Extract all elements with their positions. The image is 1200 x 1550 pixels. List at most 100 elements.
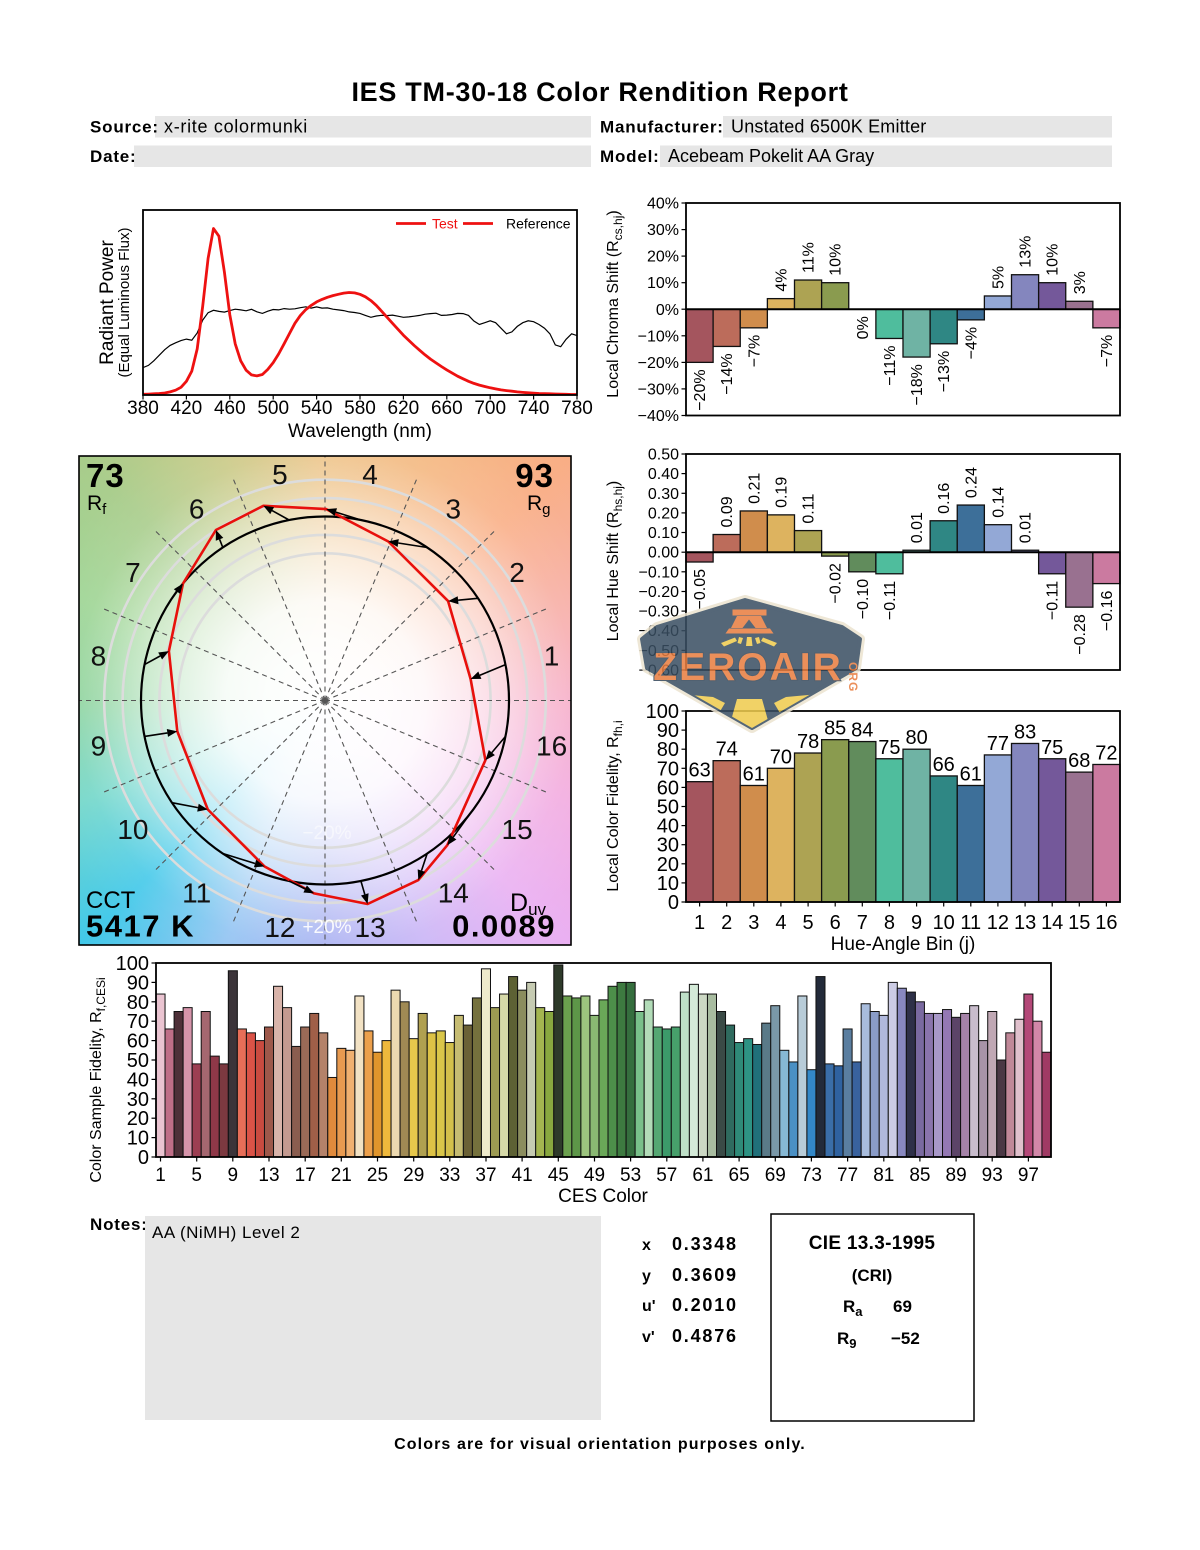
svg-text:v': v' <box>642 1329 655 1346</box>
svg-text:70: 70 <box>127 1011 149 1033</box>
svg-text:16: 16 <box>1095 912 1117 934</box>
svg-text:66: 66 <box>933 754 955 776</box>
svg-text:10%: 10% <box>647 275 679 292</box>
svg-text:10%: 10% <box>1045 244 1062 276</box>
svg-text:73: 73 <box>801 1165 822 1186</box>
svg-text:57: 57 <box>656 1165 677 1186</box>
svg-text:4: 4 <box>775 912 786 934</box>
svg-text:61: 61 <box>692 1165 713 1186</box>
svg-text:8: 8 <box>884 912 895 934</box>
svg-text:9: 9 <box>91 731 107 762</box>
svg-text:580: 580 <box>344 398 376 419</box>
svg-text:17: 17 <box>295 1165 316 1186</box>
svg-text:77: 77 <box>837 1165 858 1186</box>
svg-text:0%: 0% <box>855 316 872 339</box>
svg-text:0.3609: 0.3609 <box>672 1265 738 1285</box>
svg-text:−0.05: −0.05 <box>692 569 709 610</box>
svg-text:540: 540 <box>301 398 333 419</box>
svg-text:ORG: ORG <box>846 662 860 692</box>
svg-text:5: 5 <box>191 1165 202 1186</box>
svg-text:80: 80 <box>905 727 927 749</box>
svg-text:85: 85 <box>824 718 846 740</box>
svg-text:68: 68 <box>1068 750 1090 772</box>
svg-text:380: 380 <box>127 398 159 419</box>
svg-text:65: 65 <box>729 1165 750 1186</box>
svg-text:y: y <box>642 1268 651 1285</box>
svg-text:1: 1 <box>544 640 560 671</box>
svg-text:21: 21 <box>331 1165 352 1186</box>
svg-text:3: 3 <box>748 912 759 934</box>
svg-text:16: 16 <box>536 731 567 762</box>
svg-text:50: 50 <box>127 1050 149 1072</box>
svg-text:5%: 5% <box>990 266 1007 289</box>
svg-text:3: 3 <box>446 493 462 524</box>
svg-text:Reference: Reference <box>506 216 571 232</box>
svg-text:Manufacturer:: Manufacturer: <box>600 118 724 137</box>
svg-text:0.30: 0.30 <box>648 486 679 503</box>
svg-text:−7%: −7% <box>746 335 763 367</box>
svg-text:−7%: −7% <box>1099 335 1116 367</box>
svg-text:Source:: Source: <box>90 118 159 137</box>
svg-text:Local Color Fidelity, Rfh,i: Local Color Fidelity, Rfh,i <box>605 720 625 891</box>
svg-text:53: 53 <box>620 1165 641 1186</box>
svg-text:0.01: 0.01 <box>909 512 926 543</box>
svg-text:−0.10: −0.10 <box>855 579 872 620</box>
svg-text:33: 33 <box>439 1165 460 1186</box>
svg-text:40: 40 <box>657 816 679 838</box>
svg-text:u': u' <box>642 1298 656 1315</box>
svg-text:60: 60 <box>127 1031 149 1053</box>
svg-text:CIE 13.3-1995: CIE 13.3-1995 <box>809 1233 936 1254</box>
svg-text:0.40: 0.40 <box>648 466 679 483</box>
svg-text:11%: 11% <box>801 242 818 273</box>
svg-text:−13%: −13% <box>936 351 953 392</box>
svg-text:460: 460 <box>214 398 246 419</box>
svg-text:15: 15 <box>1068 912 1090 934</box>
svg-text:Notes:: Notes: <box>90 1215 148 1234</box>
svg-text:2: 2 <box>509 557 525 588</box>
svg-text:70: 70 <box>657 758 679 780</box>
svg-text:20%: 20% <box>647 249 679 266</box>
svg-text:83: 83 <box>1014 722 1036 744</box>
svg-text:5: 5 <box>272 459 288 490</box>
svg-text:72: 72 <box>1095 743 1117 765</box>
svg-text:9: 9 <box>228 1165 239 1186</box>
svg-text:0.3348: 0.3348 <box>672 1234 738 1254</box>
svg-text:4: 4 <box>362 459 378 490</box>
svg-text:−0.11: −0.11 <box>882 581 899 620</box>
svg-text:14: 14 <box>438 878 469 909</box>
svg-text:30: 30 <box>127 1089 149 1111</box>
svg-text:0.09: 0.09 <box>719 496 736 527</box>
svg-text:740: 740 <box>518 398 550 419</box>
svg-text:CES Color: CES Color <box>558 1186 648 1207</box>
svg-text:Rg: Rg <box>527 492 551 518</box>
svg-text:−20%: −20% <box>692 369 709 410</box>
svg-text:100: 100 <box>646 701 679 723</box>
svg-text:78: 78 <box>797 731 819 753</box>
svg-text:30: 30 <box>657 835 679 857</box>
svg-text:74: 74 <box>716 739 738 761</box>
svg-text:80: 80 <box>127 992 149 1014</box>
svg-text:Local Hue Shift (Rhs,hj): Local Hue Shift (Rhs,hj) <box>605 481 625 642</box>
svg-text:49: 49 <box>584 1165 605 1186</box>
svg-text:11: 11 <box>182 878 211 909</box>
svg-text:61: 61 <box>743 764 765 786</box>
svg-text:−4%: −4% <box>963 327 980 359</box>
svg-text:5417 K: 5417 K <box>86 909 195 944</box>
svg-text:Date:: Date: <box>90 147 137 166</box>
svg-text:12: 12 <box>264 912 295 943</box>
svg-text:0: 0 <box>668 892 679 914</box>
svg-text:93: 93 <box>982 1165 1003 1186</box>
svg-text:40: 40 <box>127 1069 149 1091</box>
svg-text:90: 90 <box>657 720 679 742</box>
svg-text:−20%: −20% <box>302 823 351 844</box>
svg-text:60: 60 <box>657 777 679 799</box>
svg-text:5: 5 <box>803 912 814 934</box>
svg-text:25: 25 <box>367 1165 388 1186</box>
svg-text:1: 1 <box>694 912 705 934</box>
svg-text:10: 10 <box>657 873 679 895</box>
svg-text:0.21: 0.21 <box>746 473 763 504</box>
svg-text:89: 89 <box>946 1165 967 1186</box>
svg-text:500: 500 <box>257 398 289 419</box>
svg-text:13%: 13% <box>1018 236 1035 268</box>
svg-text:Local Chroma Shift (Rcs,hj): Local Chroma Shift (Rcs,hj) <box>605 210 625 397</box>
